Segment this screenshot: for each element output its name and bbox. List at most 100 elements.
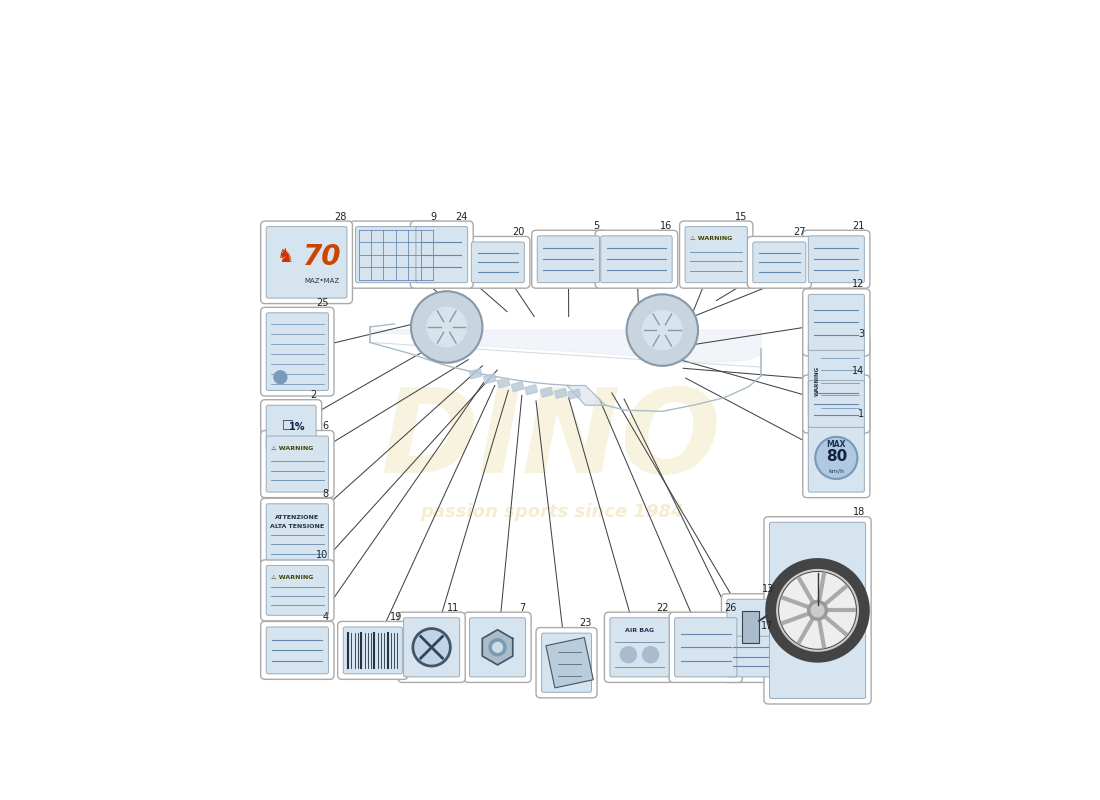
- FancyBboxPatch shape: [669, 612, 742, 682]
- Text: 6: 6: [322, 421, 329, 431]
- Text: 25: 25: [316, 298, 329, 308]
- Circle shape: [493, 642, 503, 652]
- FancyBboxPatch shape: [808, 381, 865, 427]
- FancyBboxPatch shape: [261, 430, 334, 498]
- Text: 27: 27: [793, 227, 806, 237]
- FancyBboxPatch shape: [266, 313, 329, 390]
- FancyBboxPatch shape: [464, 612, 531, 682]
- Circle shape: [642, 646, 659, 662]
- Circle shape: [778, 571, 857, 650]
- Text: WARNING: WARNING: [814, 366, 820, 396]
- Text: 1%: 1%: [289, 422, 306, 432]
- FancyBboxPatch shape: [261, 400, 321, 454]
- Circle shape: [777, 569, 859, 652]
- Text: □: □: [283, 418, 294, 430]
- FancyBboxPatch shape: [803, 289, 870, 356]
- FancyBboxPatch shape: [465, 237, 530, 288]
- Bar: [497, 378, 509, 388]
- FancyBboxPatch shape: [808, 294, 865, 350]
- Text: 8: 8: [322, 489, 329, 499]
- Bar: [554, 389, 568, 398]
- FancyBboxPatch shape: [722, 594, 779, 661]
- Circle shape: [427, 307, 466, 346]
- FancyBboxPatch shape: [343, 627, 403, 674]
- FancyBboxPatch shape: [261, 221, 352, 303]
- Text: AIR BAG: AIR BAG: [625, 628, 654, 633]
- Text: 9: 9: [430, 212, 437, 222]
- FancyBboxPatch shape: [541, 633, 592, 692]
- Text: 14: 14: [852, 366, 865, 376]
- Circle shape: [274, 371, 287, 384]
- FancyBboxPatch shape: [770, 522, 866, 698]
- Text: MAX: MAX: [826, 440, 846, 449]
- Text: 18: 18: [854, 507, 866, 518]
- FancyBboxPatch shape: [266, 627, 329, 674]
- FancyBboxPatch shape: [531, 230, 605, 288]
- FancyBboxPatch shape: [416, 226, 468, 282]
- Circle shape: [807, 601, 827, 620]
- Text: 26: 26: [725, 603, 737, 613]
- FancyBboxPatch shape: [747, 237, 812, 288]
- Text: ⚠ WARNING: ⚠ WARNING: [271, 575, 314, 580]
- FancyBboxPatch shape: [266, 226, 346, 298]
- Text: passion sports since 1984: passion sports since 1984: [420, 503, 683, 521]
- Text: 4: 4: [322, 612, 329, 622]
- Text: ATTENZIONE: ATTENZIONE: [275, 515, 319, 520]
- FancyBboxPatch shape: [763, 517, 871, 704]
- Text: 5: 5: [593, 221, 600, 231]
- FancyBboxPatch shape: [537, 236, 600, 282]
- Circle shape: [620, 646, 637, 662]
- FancyBboxPatch shape: [601, 236, 672, 282]
- FancyBboxPatch shape: [261, 307, 334, 396]
- FancyBboxPatch shape: [261, 560, 334, 621]
- Text: 2: 2: [310, 390, 316, 400]
- FancyBboxPatch shape: [261, 622, 334, 679]
- FancyBboxPatch shape: [674, 618, 737, 677]
- Text: 28: 28: [334, 212, 346, 222]
- FancyBboxPatch shape: [685, 226, 747, 282]
- Text: ⚠ WARNING: ⚠ WARNING: [690, 237, 733, 242]
- Polygon shape: [546, 638, 593, 688]
- FancyBboxPatch shape: [803, 338, 870, 424]
- Polygon shape: [566, 386, 606, 406]
- Text: 10: 10: [316, 550, 329, 561]
- Text: 3: 3: [858, 329, 865, 338]
- Bar: [470, 369, 482, 378]
- Text: ⚠ WARNING: ⚠ WARNING: [271, 446, 314, 451]
- Text: 13: 13: [761, 584, 773, 594]
- FancyBboxPatch shape: [355, 226, 437, 282]
- Text: 21: 21: [852, 221, 865, 231]
- Circle shape: [412, 629, 450, 666]
- FancyBboxPatch shape: [266, 504, 329, 560]
- FancyBboxPatch shape: [803, 418, 870, 498]
- Text: DINO: DINO: [381, 383, 722, 498]
- FancyBboxPatch shape: [470, 618, 526, 677]
- FancyBboxPatch shape: [808, 344, 865, 418]
- Text: 23: 23: [579, 618, 592, 628]
- FancyBboxPatch shape: [266, 566, 329, 615]
- FancyBboxPatch shape: [410, 221, 473, 288]
- FancyBboxPatch shape: [350, 221, 442, 288]
- Text: 19: 19: [390, 612, 403, 622]
- Text: 16: 16: [660, 221, 672, 231]
- Text: MAZ•MAZ: MAZ•MAZ: [305, 278, 340, 284]
- Text: 15: 15: [735, 212, 747, 222]
- FancyBboxPatch shape: [722, 630, 779, 682]
- FancyBboxPatch shape: [398, 612, 465, 682]
- Bar: [540, 387, 553, 398]
- Bar: [741, 611, 759, 643]
- FancyBboxPatch shape: [266, 436, 329, 492]
- FancyBboxPatch shape: [338, 622, 408, 679]
- Bar: [512, 382, 524, 392]
- Polygon shape: [482, 630, 513, 665]
- FancyBboxPatch shape: [609, 618, 669, 677]
- FancyBboxPatch shape: [808, 236, 865, 282]
- FancyBboxPatch shape: [404, 618, 460, 677]
- FancyBboxPatch shape: [604, 612, 674, 682]
- Circle shape: [411, 291, 483, 362]
- Text: 80: 80: [826, 449, 847, 464]
- FancyBboxPatch shape: [752, 242, 806, 282]
- Text: ♞: ♞: [277, 246, 295, 266]
- Text: 12: 12: [852, 279, 865, 290]
- Text: ALTA TENSIONE: ALTA TENSIONE: [271, 524, 324, 529]
